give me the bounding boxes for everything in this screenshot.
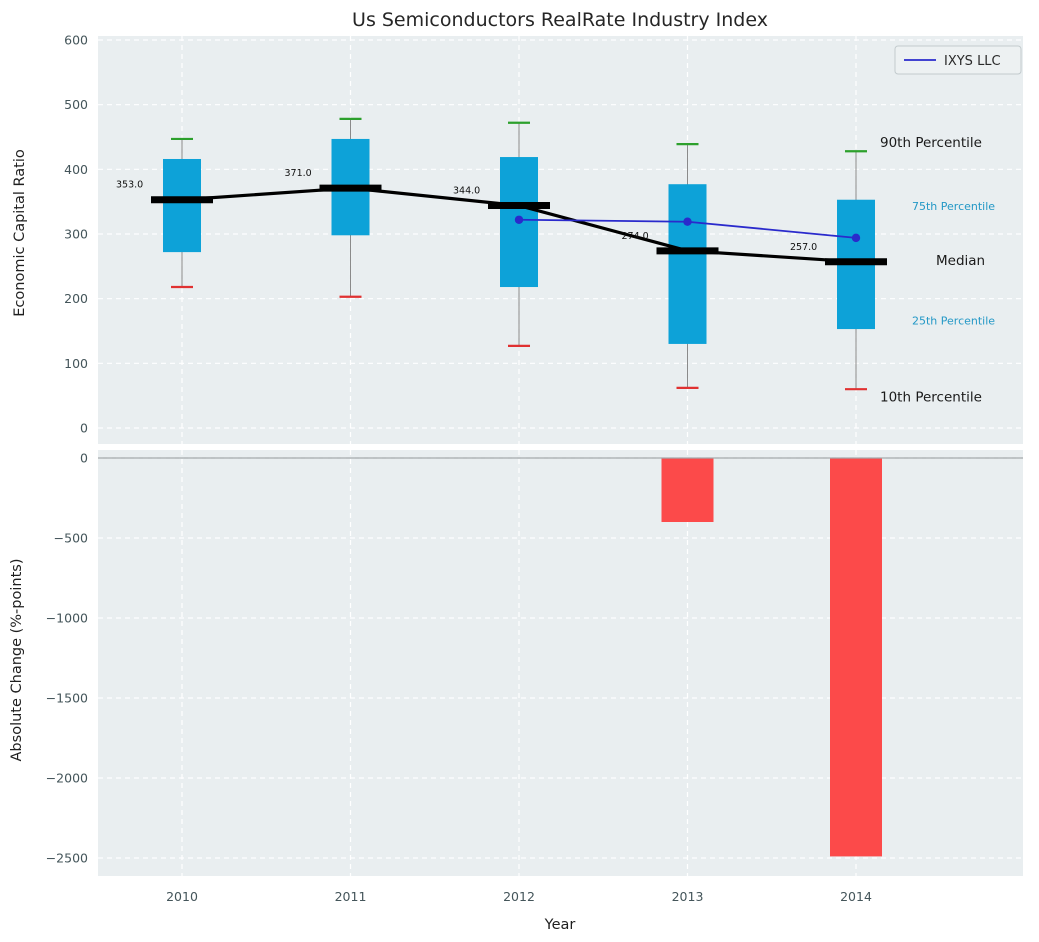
ytick-top-200: 200 bbox=[64, 291, 88, 306]
ixys-point-2012 bbox=[514, 215, 524, 224]
ytick-bottom--2000: −2000 bbox=[46, 771, 88, 786]
legend-box bbox=[894, 45, 1022, 75]
annotation-25th: 25th Percentile bbox=[912, 315, 995, 328]
legend-label: IXYS LLC bbox=[944, 54, 1001, 69]
ytick-bottom--1000: −1000 bbox=[46, 611, 88, 626]
axis-tick-labels: 600 500 400 300 200 100 0 0 −500 −1000 −1500 −2000 −… bbox=[46, 33, 872, 905]
xtick-2010: 2010 bbox=[166, 889, 198, 904]
x-axis-label: Year bbox=[544, 917, 576, 933]
change-bar-2014 bbox=[830, 458, 882, 857]
median-value-label-2014: 257.0 bbox=[790, 242, 817, 253]
ytick-bottom--2500: −2500 bbox=[46, 851, 88, 866]
ytick-bottom-0: 0 bbox=[80, 451, 88, 466]
change-bar-2013 bbox=[661, 458, 714, 522]
annotation-median: Median bbox=[936, 253, 985, 269]
annotation-75th: 75th Percentile bbox=[912, 200, 995, 213]
bottom-y-axis-label: Absolute Change (%-points) bbox=[9, 559, 25, 762]
ytick-top-100: 100 bbox=[64, 356, 88, 371]
xtick-2011: 2011 bbox=[335, 889, 367, 904]
annotation-10th: 10th Percentile bbox=[880, 390, 982, 406]
annotation-90th: 90th Percentile bbox=[880, 135, 982, 151]
median-value-label-2012: 344.0 bbox=[453, 186, 480, 197]
ixys-point-2014 bbox=[851, 233, 861, 243]
top-plot-background bbox=[98, 36, 1023, 444]
ytick-top-0: 0 bbox=[80, 421, 88, 436]
top-y-axis-label: Economic Capital Ratio bbox=[12, 149, 28, 317]
ytick-top-500: 500 bbox=[64, 97, 88, 112]
chart-data-layer: 353.0 371.0 344.0 274.0 257.0 90th Percentile… bbox=[98, 117, 1023, 857]
median-value-label-2013: 274.0 bbox=[622, 231, 649, 242]
median-value-label-2010: 353.0 bbox=[116, 180, 143, 191]
xtick-2012: 2012 bbox=[503, 889, 535, 904]
xtick-2014: 2014 bbox=[840, 889, 872, 904]
ytick-top-600: 600 bbox=[64, 33, 88, 48]
plot-backgrounds bbox=[98, 36, 1023, 876]
legend: IXYS LLC bbox=[894, 45, 1022, 75]
ytick-bottom--1500: −1500 bbox=[46, 691, 88, 706]
ixys-point-2013 bbox=[683, 217, 692, 226]
iqr-box-2010 bbox=[163, 158, 201, 253]
ytick-bottom--500: −500 bbox=[54, 531, 88, 546]
xtick-2013: 2013 bbox=[672, 889, 704, 904]
bottom-plot-background bbox=[98, 450, 1023, 876]
iqr-box-2013 bbox=[668, 184, 707, 344]
chart-title: Us Semiconductors RealRate Industry Inde… bbox=[352, 9, 768, 31]
ytick-top-300: 300 bbox=[64, 227, 88, 242]
median-value-label-2011: 371.0 bbox=[285, 168, 312, 179]
ytick-top-400: 400 bbox=[64, 162, 88, 177]
